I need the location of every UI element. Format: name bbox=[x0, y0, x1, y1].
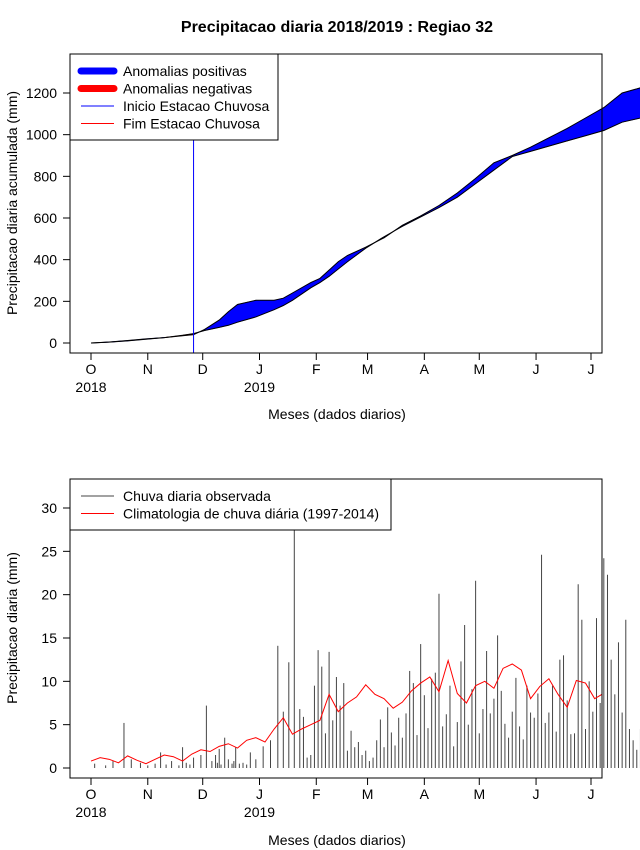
y-tick-label: 25 bbox=[41, 543, 57, 559]
x-tick-label: A bbox=[420, 361, 430, 377]
anomaly-area bbox=[621, 87, 640, 123]
x-tick-label: N bbox=[143, 786, 153, 802]
legend-label: Chuva diaria observada bbox=[123, 488, 271, 504]
x-tick-label: J bbox=[588, 361, 595, 377]
observed-cumulative-line bbox=[90, 87, 640, 344]
chart-title: Precipitacao diaria 2018/2019 : Regiao 3… bbox=[181, 19, 493, 36]
y-tick-label: 30 bbox=[41, 500, 57, 516]
anomaly-area bbox=[566, 117, 586, 142]
x-tick-label: M bbox=[362, 361, 374, 377]
anomaly-area bbox=[603, 92, 623, 131]
y-tick-label: 0 bbox=[49, 760, 57, 776]
y-tick-label: 800 bbox=[34, 168, 58, 184]
x-tick-label: J bbox=[533, 361, 540, 377]
daily-y-axis: 0 5 10 15 20 25 30 bbox=[41, 500, 71, 776]
y-tick-label: 10 bbox=[41, 673, 57, 689]
legend-box bbox=[69, 478, 392, 531]
legend-label: Climatologia de chuva diária (1997-2014) bbox=[123, 506, 379, 522]
y-tick-label: 600 bbox=[34, 210, 58, 226]
daily-plot-area bbox=[90, 495, 640, 768]
y-tick-label: 1000 bbox=[26, 127, 57, 143]
x-tick-label: J bbox=[588, 786, 595, 802]
x-tick-label: F bbox=[312, 361, 321, 377]
x-tick-label: A bbox=[420, 786, 430, 802]
y-tick-label: 0 bbox=[49, 335, 57, 351]
y-tick-label: 400 bbox=[34, 252, 58, 268]
legend-label: Anomalias positivas bbox=[123, 63, 247, 79]
x-tick-label: J bbox=[256, 786, 263, 802]
anomaly-area bbox=[255, 299, 275, 318]
x-year-label: 2019 bbox=[244, 379, 275, 395]
x-tick-label: M bbox=[473, 361, 485, 377]
anomaly-area bbox=[530, 137, 550, 152]
cumulative-plot-area bbox=[90, 54, 640, 353]
y-tick-label: 15 bbox=[41, 630, 57, 646]
x-tick-label: D bbox=[198, 361, 208, 377]
climatology-daily-line bbox=[90, 658, 603, 765]
daily-chart: 0 5 10 15 20 25 30 O N D J F M A M J J 2018 2019 Precipit… bbox=[4, 478, 640, 848]
x-tick-label: N bbox=[143, 361, 153, 377]
x-tick-label: O bbox=[86, 361, 97, 377]
x-tick-label: O bbox=[86, 786, 97, 802]
legend-label: Inicio Estacao Chuvosa bbox=[123, 98, 270, 114]
anomaly-area bbox=[283, 292, 293, 307]
y-tick-label: 200 bbox=[34, 293, 58, 309]
anomaly-area bbox=[218, 311, 229, 328]
cumulative-legend: Anomalias positivas Anomalias negativasIn… bbox=[69, 53, 279, 141]
x-tick-label: J bbox=[256, 361, 263, 377]
x-tick-label: J bbox=[533, 786, 540, 802]
x-year-label: 2018 bbox=[75, 804, 106, 820]
x-tick-label: M bbox=[362, 786, 374, 802]
x-tick-label: M bbox=[473, 786, 485, 802]
cumulative-y-axis-title: Precipitacao diaria acumulada (mm) bbox=[4, 91, 20, 315]
x-year-label: 2018 bbox=[75, 379, 106, 395]
cumulative-y-axis: 0 200 400 600 800 1000 1200 bbox=[26, 85, 71, 351]
x-year-label: 2019 bbox=[244, 804, 275, 820]
cumulative-chart: Precipitacao diaria 2018/2019 : Regiao 3… bbox=[4, 19, 640, 422]
climatology-cumulative-line bbox=[90, 117, 640, 344]
y-tick-label: 5 bbox=[49, 717, 57, 733]
y-tick-label: 20 bbox=[41, 587, 57, 603]
anomaly-area bbox=[475, 162, 495, 185]
daily-x-axis: O N D J F M A M J J 2018 2019 bbox=[75, 777, 595, 820]
legend-label: Fim Estacao Chuvosa bbox=[123, 116, 260, 132]
y-tick-label: 1200 bbox=[26, 85, 57, 101]
x-tick-label: F bbox=[312, 786, 321, 802]
cumulative-x-axis: O N D J F M A M J J 2018 2019 bbox=[75, 352, 595, 395]
daily-legend: Chuva diaria observada Climatologia de ch… bbox=[69, 478, 392, 531]
daily-y-axis-title: Precipitacao diaria (mm) bbox=[4, 552, 20, 704]
cumulative-x-axis-title: Meses (dados diarios) bbox=[268, 406, 406, 422]
legend-label: Anomalias negativas bbox=[123, 81, 252, 97]
x-tick-label: D bbox=[198, 786, 208, 802]
daily-x-axis-title: Meses (dados diarios) bbox=[268, 832, 406, 848]
